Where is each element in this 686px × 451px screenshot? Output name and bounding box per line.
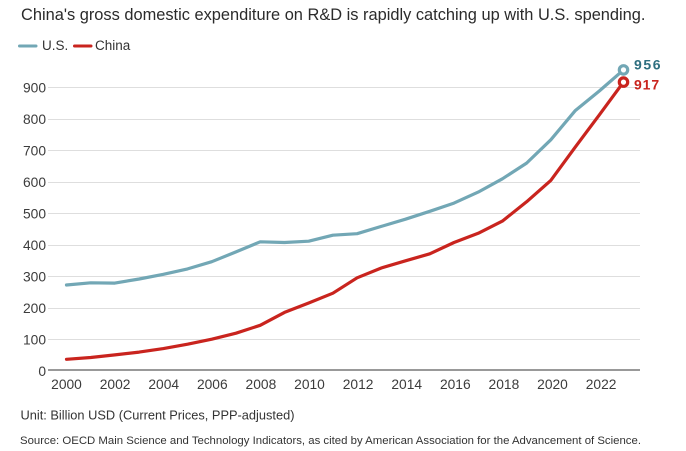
svg-text:2016: 2016 <box>440 377 471 392</box>
svg-text:600: 600 <box>23 175 46 190</box>
svg-text:900: 900 <box>23 81 46 96</box>
svg-text:917: 917 <box>634 77 660 93</box>
svg-text:0: 0 <box>38 364 46 379</box>
svg-text:2012: 2012 <box>343 377 374 392</box>
svg-text:China: China <box>95 38 131 53</box>
svg-text:U.S.: U.S. <box>42 38 68 53</box>
svg-text:2000: 2000 <box>51 377 82 392</box>
svg-text:2008: 2008 <box>246 377 277 392</box>
svg-text:2018: 2018 <box>489 377 520 392</box>
svg-text:2004: 2004 <box>148 377 179 392</box>
svg-text:China's gross domestic expendi: China's gross domestic expenditure on R&… <box>21 6 645 24</box>
svg-text:956: 956 <box>634 56 662 72</box>
svg-text:100: 100 <box>23 333 46 348</box>
svg-text:800: 800 <box>23 112 46 127</box>
svg-text:Unit: Billion USD (Current Pri: Unit: Billion USD (Current Prices, PPP-a… <box>21 408 295 423</box>
svg-text:500: 500 <box>23 207 46 222</box>
svg-text:2006: 2006 <box>197 377 228 392</box>
svg-text:400: 400 <box>23 238 46 253</box>
svg-text:2002: 2002 <box>100 377 131 392</box>
svg-text:200: 200 <box>23 301 46 316</box>
svg-text:700: 700 <box>23 144 46 159</box>
svg-text:2014: 2014 <box>391 377 422 392</box>
svg-text:2020: 2020 <box>537 377 568 392</box>
svg-text:300: 300 <box>23 270 46 285</box>
svg-text:2010: 2010 <box>294 377 325 392</box>
svg-text:2022: 2022 <box>586 377 617 392</box>
svg-text:Source: OECD Main Science and: Source: OECD Main Science and Technology… <box>20 435 641 447</box>
